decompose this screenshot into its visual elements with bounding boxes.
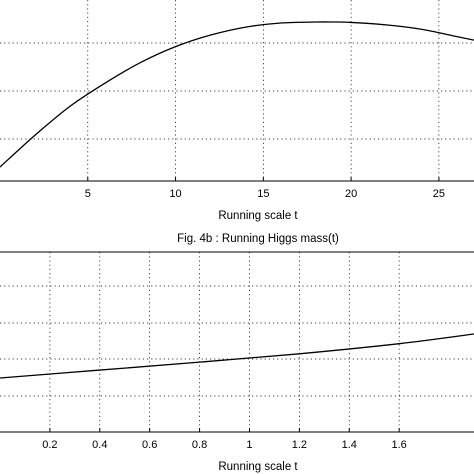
bottom-chart-panel: 0.2 0.4 0.6 0.8 1 1.2 1.4 1.6 Running scale t <box>0 251 474 473</box>
bottom-grid <box>0 252 474 432</box>
x-tick-label: 15 <box>257 188 269 200</box>
x-tick-label: 1.6 <box>392 439 407 451</box>
x-tick-label: 1.2 <box>292 439 307 451</box>
x-tick-label: 0.4 <box>92 439 107 451</box>
x-tick-label: 0.8 <box>192 439 207 451</box>
top-series-line <box>0 21 474 168</box>
x-tick-label: 0.2 <box>42 439 57 451</box>
top-grid <box>0 0 474 181</box>
x-tick-label: 1 <box>246 439 252 451</box>
x-tick-label: 20 <box>345 188 357 200</box>
x-tick-label: 25 <box>433 188 445 200</box>
x-tick-label: 5 <box>85 188 91 200</box>
bottom-series-line <box>0 333 474 379</box>
x-tick-label: 10 <box>169 188 181 200</box>
bottom-x-axis-label: Running scale t <box>218 461 298 473</box>
x-tick-label: 1.4 <box>342 439 357 451</box>
bottom-chart-title: Fig. 4b : Running Higgs mass(t) <box>177 233 339 245</box>
top-chart-panel: 5 10 15 20 25 Running scale t <box>0 0 474 222</box>
top-x-axis-label: Running scale t <box>218 210 298 222</box>
bottom-x-ticks: 0.2 0.4 0.6 0.8 1 1.2 1.4 1.6 <box>42 428 407 451</box>
x-tick-label: 0.6 <box>142 439 157 451</box>
top-x-ticks: 5 10 15 20 25 <box>85 177 445 200</box>
